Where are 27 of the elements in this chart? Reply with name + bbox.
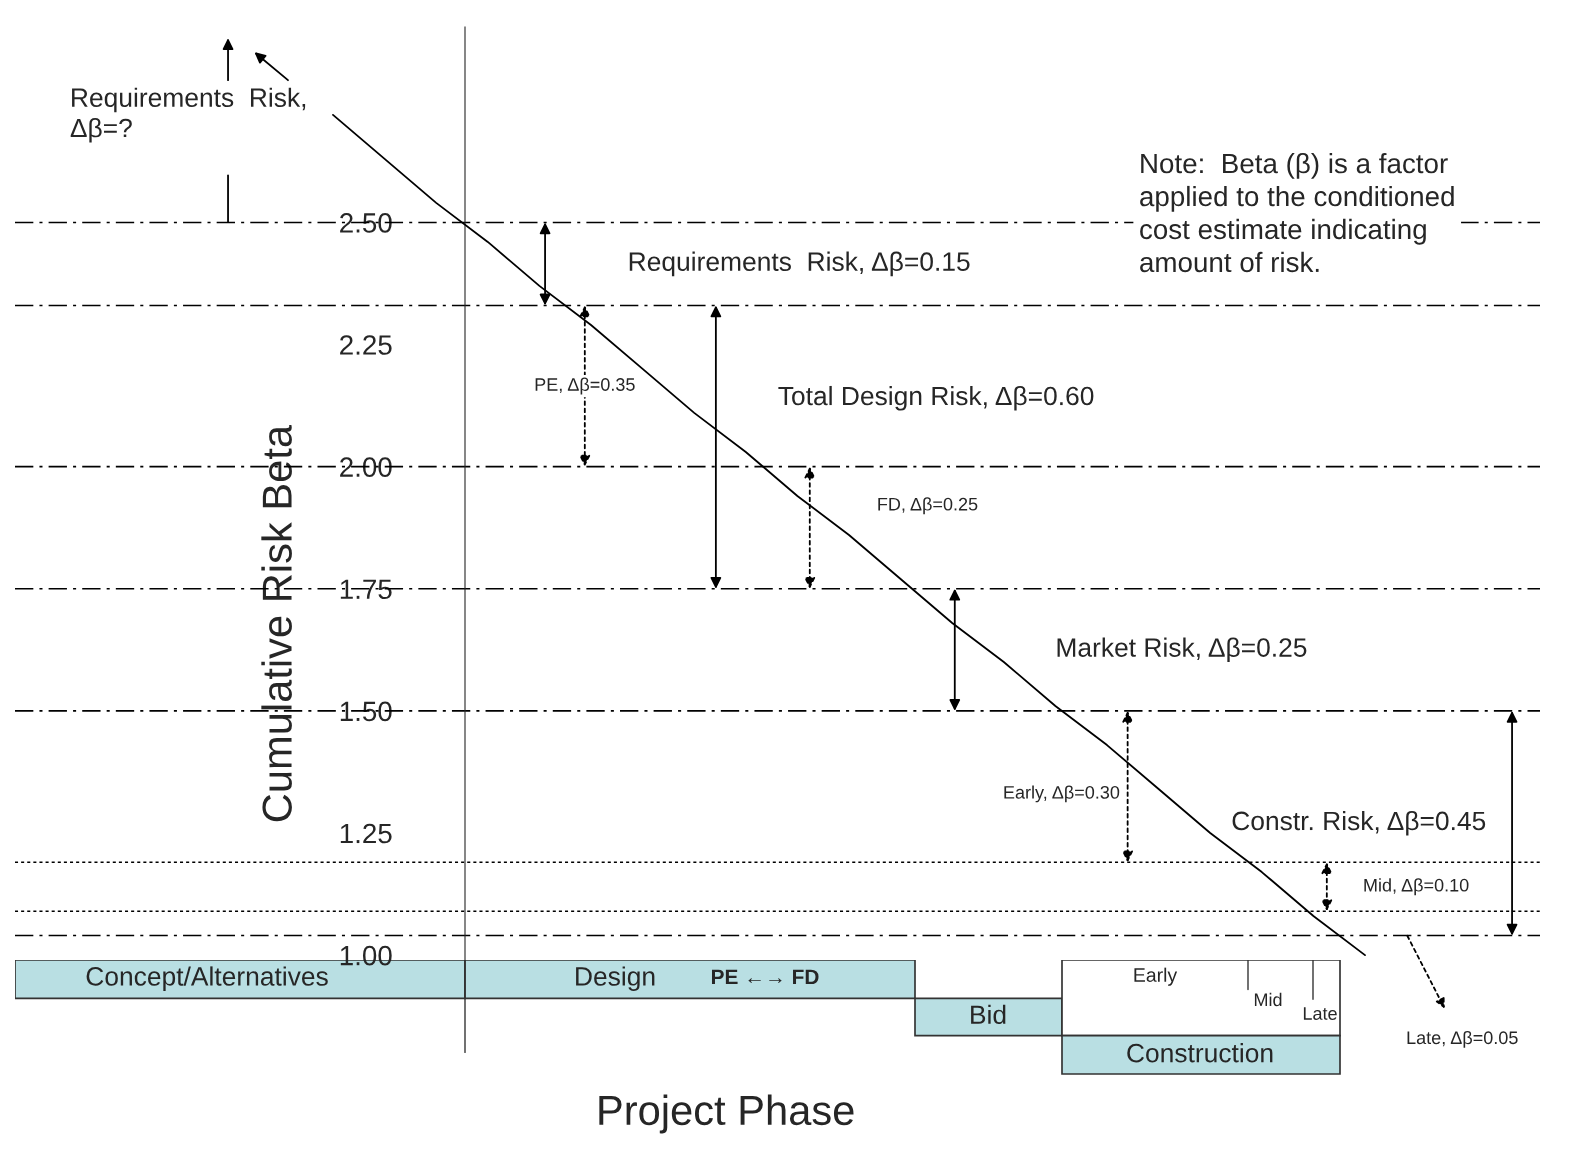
- text: Requirements Risk, Δβ=?: [70, 87, 306, 143]
- annotation: Requirements Risk, Δβ=0.15: [629, 251, 970, 277]
- text: Design: [576, 966, 655, 991]
- y-tick-label: 2.00: [340, 457, 392, 477]
- y-tick-label: 2.50: [340, 213, 392, 233]
- annotation: Total Design Risk, Δβ=0.60: [778, 385, 1094, 411]
- y-tick-label: 1.75: [340, 579, 392, 600]
- annotation: Constr. Risk, Δβ=0.45: [1232, 810, 1486, 836]
- text: Project Phase: [599, 1094, 854, 1134]
- text: Late: [1303, 1007, 1337, 1020]
- annotation: Market Risk, Δβ=0.25: [1057, 637, 1307, 663]
- y-axis-title: Cumulative Risk Beta: [261, 424, 292, 822]
- y-tick-label: 1.50: [340, 701, 392, 722]
- text: Construction: [1127, 1043, 1273, 1063]
- annotation: Note: Beta (β) is a factor applied to the conditioned cost estimate indicating amount of risk.: [1140, 152, 1454, 273]
- annotation: Mid, Δβ=0.10: [1364, 878, 1469, 896]
- text: Mid: [1254, 992, 1282, 1007]
- annotation: Early, Δβ=0.30: [1004, 785, 1120, 803]
- annotation: PE, Δβ=0.35: [535, 377, 635, 395]
- text: PE ←→ FD: [711, 969, 819, 985]
- annotation: FD, Δβ=0.25: [878, 497, 978, 515]
- text: Late, Δβ=0.05: [1407, 1030, 1518, 1048]
- text: Concept/Alternatives: [86, 966, 328, 991]
- text: Early: [1134, 967, 1178, 986]
- y-tick-label: 1.25: [340, 823, 392, 844]
- text: Bid: [971, 1004, 1006, 1025]
- y-tick-label: 2.25: [340, 335, 392, 355]
